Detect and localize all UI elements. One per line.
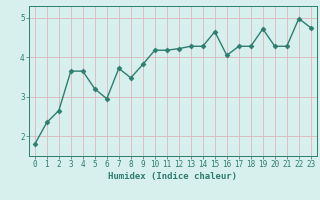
X-axis label: Humidex (Indice chaleur): Humidex (Indice chaleur) [108,172,237,181]
